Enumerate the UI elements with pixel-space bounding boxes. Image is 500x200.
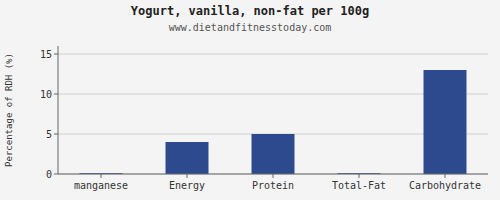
grid [58, 54, 488, 174]
y-tick [54, 94, 58, 95]
x-tick [101, 174, 102, 178]
x-tick [187, 174, 188, 178]
x-tick [273, 174, 274, 178]
bar [424, 70, 467, 174]
bar [252, 134, 295, 174]
title: Yogurt, vanilla, non-fat per 100g [131, 4, 369, 18]
y-axis [58, 46, 59, 174]
y-tick [54, 174, 58, 175]
subtitle: www.dietandfitnesstoday.com [169, 22, 332, 33]
grid-line [58, 54, 488, 55]
y-tick-label: 5 [46, 129, 52, 140]
y-tick-label: 15 [40, 49, 52, 60]
background [0, 0, 500, 200]
x-tick-label: Carbohydrate [409, 180, 481, 191]
x-tick-label: Energy [169, 180, 205, 191]
y-tick-label: 0 [46, 169, 52, 180]
x-tick-label: Protein [252, 180, 294, 191]
x-tick [359, 174, 360, 178]
bars [80, 70, 467, 174]
chart: Yogurt, vanilla, non-fat per 100g www.die… [0, 0, 500, 200]
y-axis-label: Percentage of RDH (%) [4, 53, 14, 167]
y-tick-label: 10 [40, 89, 52, 100]
bar [166, 142, 209, 174]
x-tick-label: Total-Fat [332, 180, 386, 191]
x-tick [445, 174, 446, 178]
x-tick-label: manganese [74, 180, 128, 191]
y-tick [54, 134, 58, 135]
y-tick [54, 54, 58, 55]
